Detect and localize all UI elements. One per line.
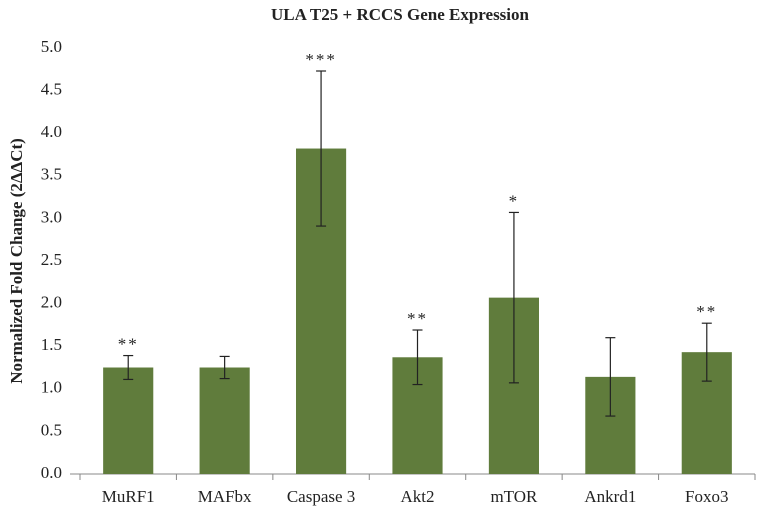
error-bar <box>316 70 327 227</box>
significance-label: ** <box>696 302 717 321</box>
y-tick-label: 4.5 <box>41 80 62 99</box>
x-tick-label: Akt2 <box>401 487 435 506</box>
x-tick-label: MuRF1 <box>102 487 155 506</box>
y-axis-label: Normalized Fold Change (2ΔΔCt) <box>7 138 26 384</box>
y-tick-label: 2.5 <box>41 250 62 269</box>
y-tick-label: 3.5 <box>41 165 62 184</box>
error-bar <box>508 211 519 384</box>
x-tick-label: Ankrd1 <box>584 487 636 506</box>
x-tick-label: mTOR <box>490 487 538 506</box>
bar <box>199 367 250 474</box>
x-tick-label: Caspase 3 <box>287 487 355 506</box>
y-tick-label: 0.0 <box>41 463 62 482</box>
x-tick-label: MAFbx <box>198 487 252 506</box>
y-tick-label: 1.0 <box>41 378 62 397</box>
error-bar <box>219 355 230 380</box>
error-bar <box>701 322 712 382</box>
y-tick-label: 5.0 <box>41 37 62 56</box>
y-tick-label: 4.0 <box>41 122 62 141</box>
error-bar <box>605 337 616 417</box>
x-tick-label: Foxo3 <box>685 487 728 506</box>
bar <box>103 367 154 474</box>
chart-title: ULA T25 + RCCS Gene Expression <box>271 5 530 24</box>
y-tick-label: 2.0 <box>41 293 62 312</box>
significance-label: * <box>509 191 520 210</box>
error-bar <box>123 354 134 381</box>
y-tick-label: 3.0 <box>41 207 62 226</box>
significance-label: ** <box>118 334 139 353</box>
significance-label: ** <box>407 309 428 328</box>
error-bar <box>412 329 423 386</box>
significance-label: *** <box>305 50 337 69</box>
y-tick-label: 1.5 <box>41 335 62 354</box>
y-tick-label: 0.5 <box>41 420 62 439</box>
